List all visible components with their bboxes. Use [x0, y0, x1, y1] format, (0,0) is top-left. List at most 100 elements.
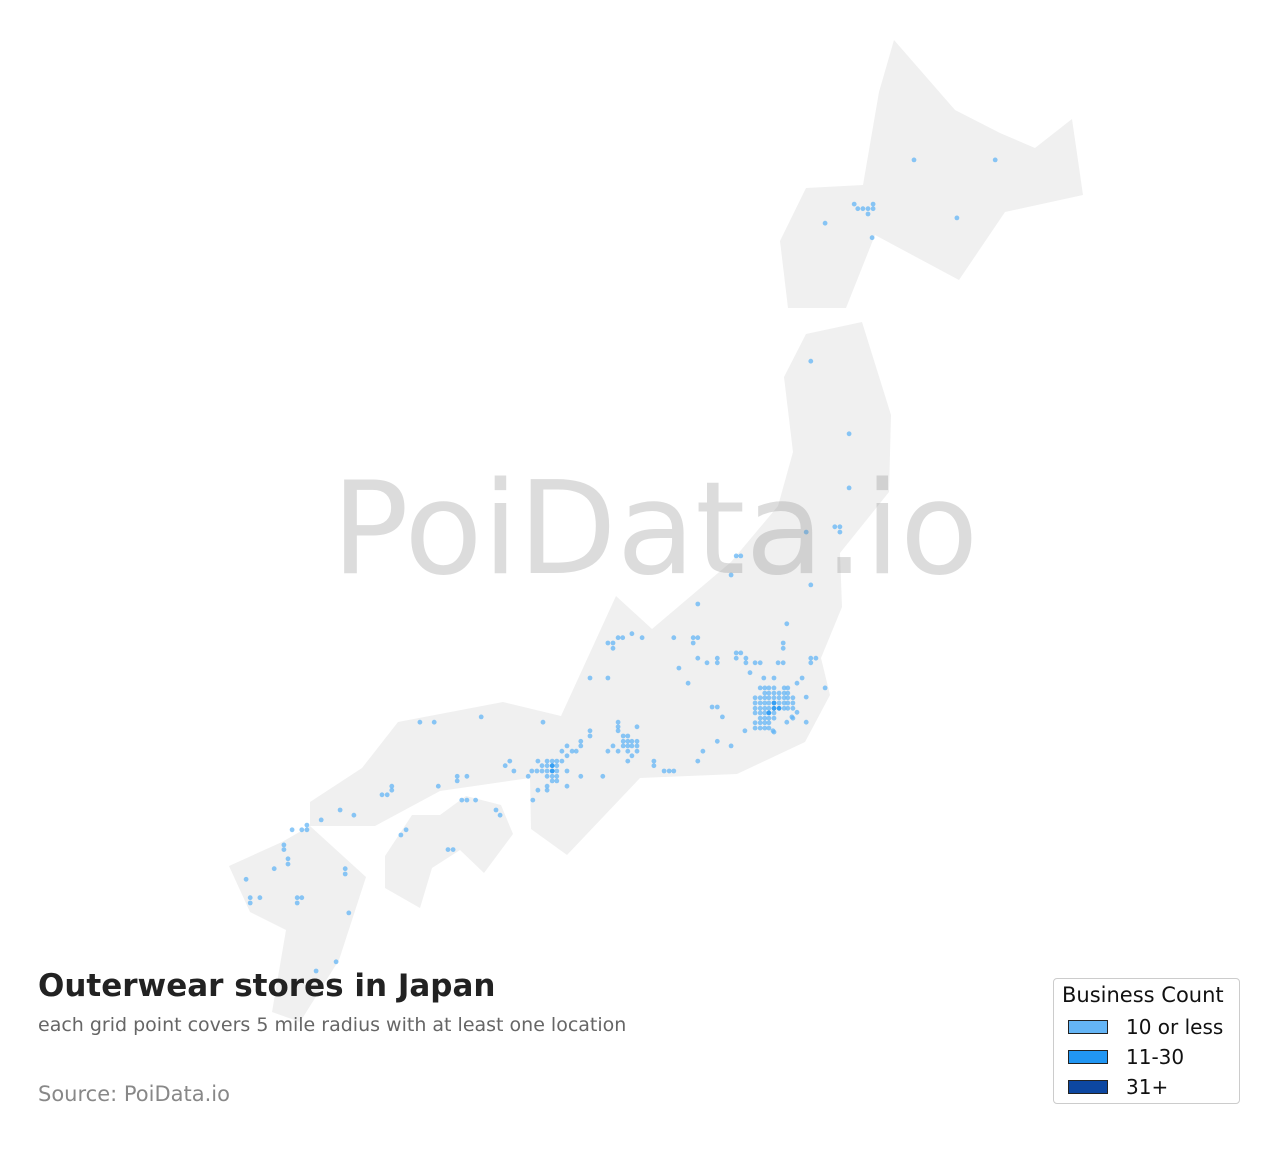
store-point [771, 729, 777, 735]
store-point [459, 797, 465, 803]
store-point [564, 768, 570, 774]
store-point [445, 847, 451, 852]
store-point [757, 700, 763, 706]
store-point [294, 900, 300, 906]
store-point [992, 157, 998, 163]
source-note: Source: PoiData.io [38, 1082, 230, 1106]
store-point [629, 743, 635, 749]
store-point [403, 827, 409, 833]
store-point [454, 778, 460, 784]
store-point [762, 705, 768, 711]
store-point [559, 758, 565, 764]
store-point [554, 758, 560, 764]
store-point [587, 733, 593, 739]
store-point [752, 725, 758, 731]
store-point [625, 743, 631, 749]
store-point [733, 553, 739, 559]
store-point [714, 660, 720, 666]
store-point [790, 695, 796, 701]
store-point [790, 715, 796, 721]
store-point [554, 768, 560, 774]
store-point [762, 685, 768, 691]
store-point [464, 773, 470, 779]
store-point [757, 715, 763, 721]
store-point [870, 201, 876, 207]
store-point [757, 705, 763, 711]
store-point [615, 728, 621, 734]
legend: Business Count 10 or less 11-30 31+ [1053, 978, 1240, 1104]
store-point [790, 705, 796, 711]
store-point [846, 485, 852, 491]
store-point [379, 792, 385, 798]
store-point [781, 705, 787, 711]
store-point [625, 738, 631, 744]
store-point [629, 753, 635, 759]
store-point [337, 807, 343, 813]
store-point [728, 572, 734, 578]
store-point [747, 670, 753, 676]
store-point [781, 700, 787, 706]
store-point [464, 797, 470, 803]
store-point [605, 748, 611, 754]
store-point [629, 738, 635, 744]
store-point [757, 725, 763, 731]
store-point [766, 720, 772, 726]
store-point [784, 719, 790, 725]
store-point [478, 714, 484, 720]
store-point [549, 758, 555, 764]
store-point [780, 660, 786, 666]
store-point [544, 758, 550, 764]
store-point [771, 695, 777, 701]
store-point [776, 690, 782, 696]
store-point [832, 524, 838, 530]
store-point [766, 710, 772, 716]
store-point [610, 645, 616, 651]
store-point [785, 690, 791, 696]
store-point [762, 725, 768, 731]
store-point [762, 720, 768, 726]
store-point [752, 705, 758, 711]
store-point [676, 665, 682, 671]
store-point [243, 876, 249, 882]
store-point [762, 710, 768, 716]
store-point [615, 748, 621, 754]
store-point [651, 763, 657, 769]
store-point [766, 700, 772, 706]
store-point [784, 621, 790, 627]
store-point [304, 827, 310, 833]
store-point [435, 783, 441, 789]
store-point [738, 553, 744, 559]
store-point [846, 431, 852, 437]
store-point [799, 675, 805, 681]
store-point [803, 694, 809, 700]
store-point [529, 768, 535, 774]
store-point [313, 968, 319, 974]
store-point [342, 871, 348, 877]
store-point [605, 640, 611, 646]
store-point [651, 758, 657, 764]
island-shikoku [385, 796, 513, 908]
store-point [771, 710, 777, 716]
store-point [766, 715, 772, 721]
store-point [771, 690, 777, 696]
store-point [666, 768, 672, 774]
store-point [752, 720, 758, 726]
store-point [299, 827, 305, 833]
store-point [573, 748, 579, 754]
legend-label: 10 or less [1126, 1015, 1224, 1039]
chart-title: Outerwear stores in Japan [38, 968, 496, 1004]
store-point [625, 748, 631, 754]
store-point [757, 695, 763, 701]
store-point [869, 235, 875, 241]
store-point [808, 582, 814, 588]
store-point [578, 773, 584, 779]
store-point [671, 768, 677, 774]
store-point [742, 728, 748, 734]
store-point [454, 773, 460, 779]
store-point [822, 685, 828, 691]
store-point [600, 773, 606, 779]
store-point [865, 206, 871, 212]
store-point [634, 738, 640, 744]
store-point [615, 724, 621, 730]
legend-swatch [1068, 1080, 1108, 1094]
